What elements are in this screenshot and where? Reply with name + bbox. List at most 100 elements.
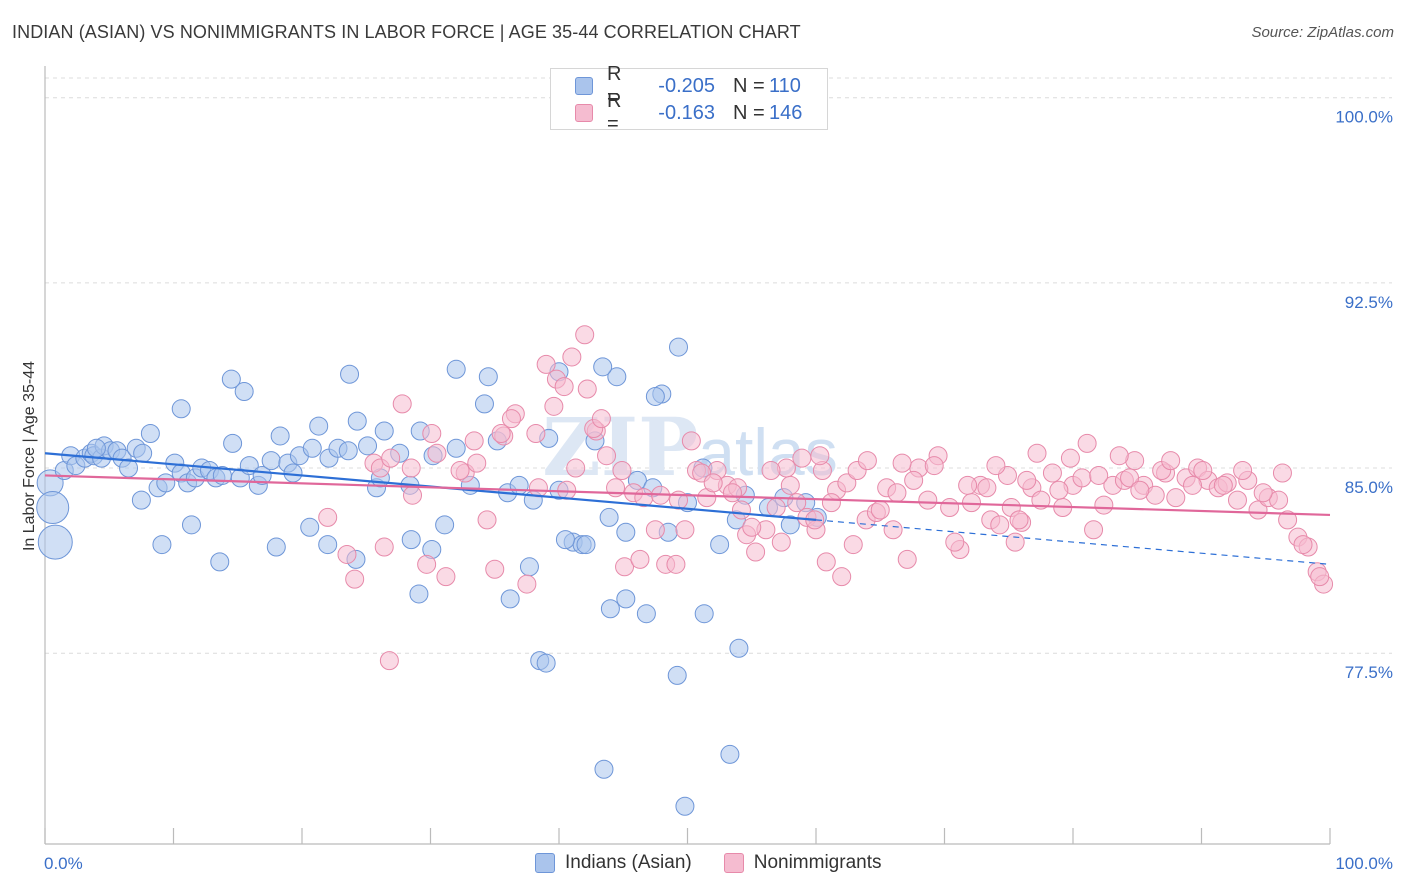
nonimmigrants-point — [597, 446, 617, 466]
nonimmigrants-point — [374, 537, 394, 557]
nonimmigrants-point — [392, 394, 412, 414]
nonimmigrants-point — [1161, 451, 1181, 471]
nonimmigrants-point — [1213, 475, 1233, 495]
source-credit: Source: ZipAtlas.com — [1251, 24, 1394, 41]
indians-point — [358, 436, 378, 456]
nonimmigrants-point — [1109, 446, 1129, 466]
nonimmigrants-point — [612, 461, 632, 481]
nonimmigrants-point — [401, 458, 421, 478]
indians-point — [181, 515, 201, 535]
nonimmigrants-point — [575, 325, 595, 345]
nonimmigrants-point — [379, 651, 399, 671]
nonimmigrants-point — [1233, 461, 1253, 481]
indians-point — [519, 557, 539, 577]
nonimmigrants-point — [761, 461, 781, 481]
indians-point — [710, 535, 730, 555]
nonimmigrants-point — [566, 458, 586, 478]
nonimmigrants-point — [1027, 443, 1047, 463]
series-nonimmigrants — [318, 325, 1334, 671]
chart-title: INDIAN (ASIAN) VS NONIMMIGRANTS IN LABOR… — [12, 22, 801, 42]
nonimmigrants-point — [681, 431, 701, 451]
nonimmigrants-point — [544, 396, 564, 416]
indians-point — [780, 515, 800, 535]
legend-item-indians[interactable]: Indians (Asian) — [535, 852, 692, 874]
nonimmigrants-point — [897, 549, 917, 569]
nonimmigrants-point — [857, 451, 877, 471]
nonimmigrants-point — [961, 493, 981, 513]
indians-point — [261, 451, 281, 471]
legend-label-indians: Indians (Asian) — [565, 852, 692, 873]
nonimmigrants-point — [703, 473, 723, 493]
nonimmigrants-point — [577, 379, 597, 399]
nonimmigrants-point — [666, 554, 686, 574]
nonimmigrants-point — [464, 431, 484, 451]
indians-point — [131, 490, 151, 510]
nonimmigrants-point — [722, 483, 742, 503]
indians-point — [667, 665, 687, 685]
series-legend: Indians (Asian) Nonimmigrants — [535, 852, 914, 874]
trend-lines — [44, 452, 1331, 565]
legend-item-nonimmigrants[interactable]: Nonimmigrants — [723, 852, 882, 874]
indians-point — [435, 515, 455, 535]
grid-lines — [45, 77, 1392, 654]
nonimmigrants-point — [843, 535, 863, 555]
nonimmigrants-point — [467, 453, 487, 473]
nonimmigrants-point — [1293, 535, 1313, 555]
nonimmigrants-point — [780, 475, 800, 495]
nonimmigrants-point — [417, 554, 437, 574]
nonimmigrants-point — [1089, 465, 1109, 485]
nonimmigrants-point — [485, 559, 505, 579]
nonimmigrants-point — [554, 377, 574, 397]
nonimmigrants-point — [870, 500, 890, 520]
nonimmigrants-point — [675, 520, 695, 540]
indians-point — [593, 357, 613, 377]
indians-point — [720, 744, 740, 764]
nonimmigrants-point — [1278, 510, 1298, 530]
nonimmigrants-point — [1031, 490, 1051, 510]
trend-line-indians-extension — [815, 519, 1331, 565]
indians-point — [152, 535, 172, 555]
nonimmigrants-point — [528, 478, 548, 498]
indians-point — [223, 433, 243, 453]
nonimmigrants-point — [1272, 463, 1292, 483]
indians-point — [409, 584, 429, 604]
indians-point — [446, 438, 466, 458]
indians-point — [401, 530, 421, 550]
nonimmigrants-point — [816, 552, 836, 572]
nonimmigrants-point — [945, 532, 965, 552]
nonimmigrants-point — [1049, 480, 1069, 500]
indians-point — [36, 491, 70, 525]
indians-point — [474, 394, 494, 414]
x-tick-label: 0.0% — [44, 854, 83, 873]
nonimmigrants-point — [591, 409, 611, 429]
nonimmigrants-point — [1009, 510, 1029, 530]
indians-point — [309, 416, 329, 436]
indians-point — [133, 443, 153, 463]
x-tick-label: 100.0% — [1335, 854, 1393, 873]
nonimmigrants-point — [837, 473, 857, 493]
nonimmigrants-point — [771, 532, 791, 552]
n-value: 146 — [769, 101, 803, 124]
nonimmigrants-point — [904, 470, 924, 490]
nonimmigrants-point — [422, 423, 442, 443]
nonimmigrants-point — [1166, 488, 1186, 508]
indians-point — [599, 507, 619, 527]
n-label: N = — [733, 101, 765, 124]
legend-swatch-indians — [535, 853, 555, 873]
nonimmigrants-point — [526, 423, 546, 443]
correlation-legend: R = -0.205 N = 110 R = -0.163 N = 146 — [550, 63, 828, 135]
n-value: 110 — [769, 74, 801, 97]
nonimmigrants-point — [345, 569, 365, 589]
nonimmigrants-point — [501, 409, 521, 429]
nonimmigrants-point — [1077, 433, 1097, 453]
trend-line-nonimmigrants — [44, 474, 1331, 517]
nonimmigrants-point — [990, 515, 1010, 535]
indians-point — [694, 604, 714, 624]
nonimmigrants-point — [1072, 468, 1092, 488]
nonimmigrants-point — [517, 574, 537, 594]
nonimmigrants-point — [1253, 483, 1273, 503]
nonimmigrants-point — [645, 520, 665, 540]
nonimmigrants-point — [1005, 532, 1025, 552]
series-indians-asian — [36, 337, 827, 816]
nonimmigrants-point — [986, 456, 1006, 476]
